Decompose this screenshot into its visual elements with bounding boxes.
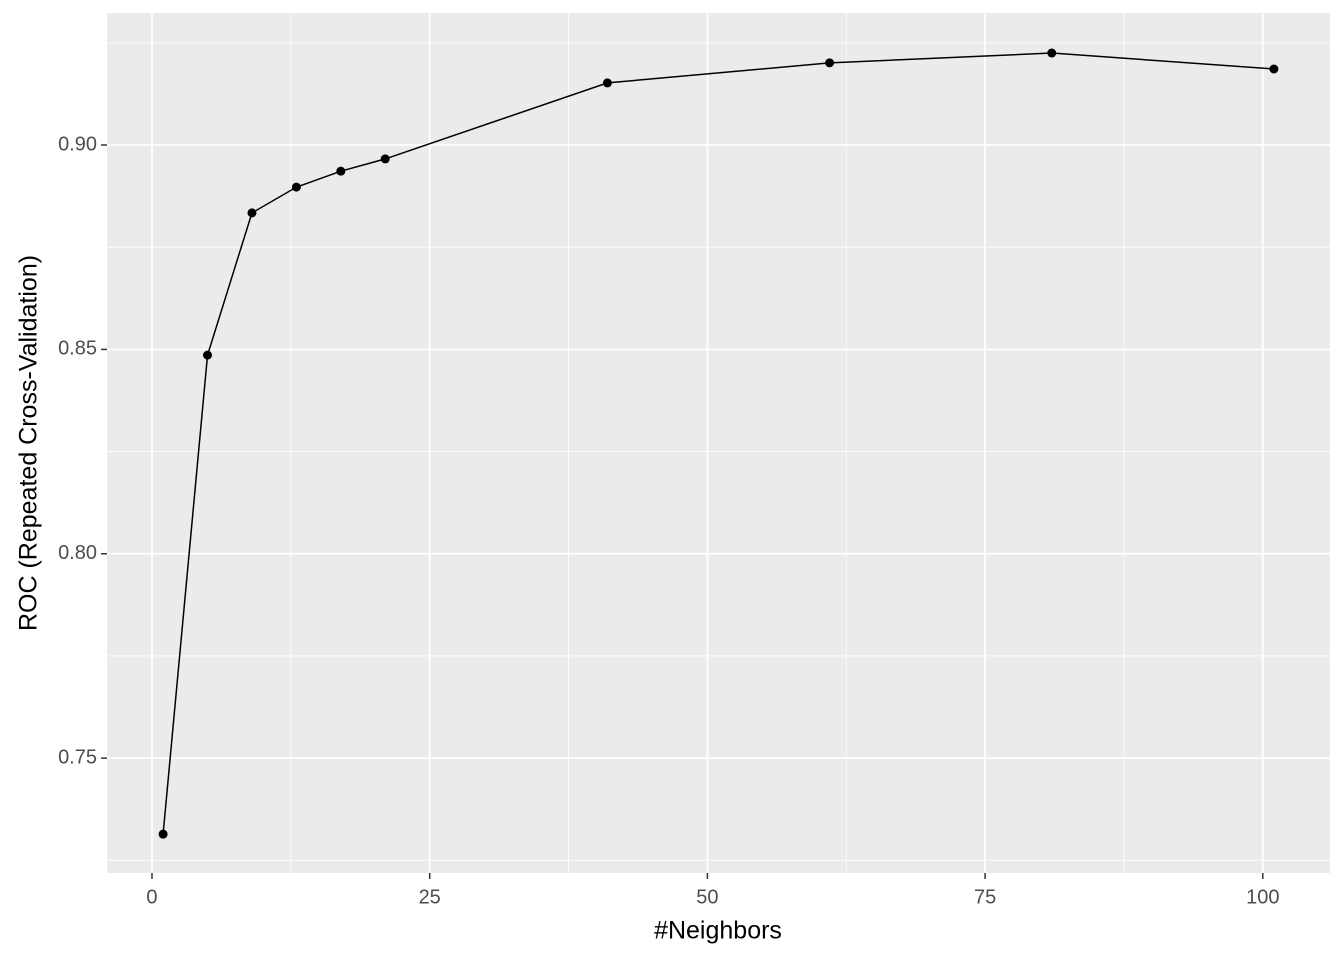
panel [107,13,1330,873]
y-tick-label: 0.85 [58,338,97,360]
y-tick-label: 0.75 [58,746,97,768]
x-axis-title: #Neighbors [654,917,782,945]
point [158,829,168,839]
point [291,182,301,192]
point [336,166,346,176]
point [380,154,390,164]
x-tick-label: 50 [696,886,718,908]
point [203,350,213,360]
x-tick-label: 75 [974,886,996,908]
y-axis-title: ROC (Repeated Cross-Validation) [15,255,43,631]
point [602,78,612,88]
point [247,208,257,218]
x-tick-label: 0 [146,886,157,908]
point [825,58,835,68]
y-tick-label: 0.90 [58,133,97,155]
point [1269,64,1279,74]
point [1047,48,1057,58]
y-tick-label: 0.80 [58,542,97,564]
x-tick-label: 25 [419,886,441,908]
marks [158,48,1279,839]
x-tick-label: 100 [1246,886,1279,908]
line [162,52,1274,835]
grid [107,13,1330,873]
